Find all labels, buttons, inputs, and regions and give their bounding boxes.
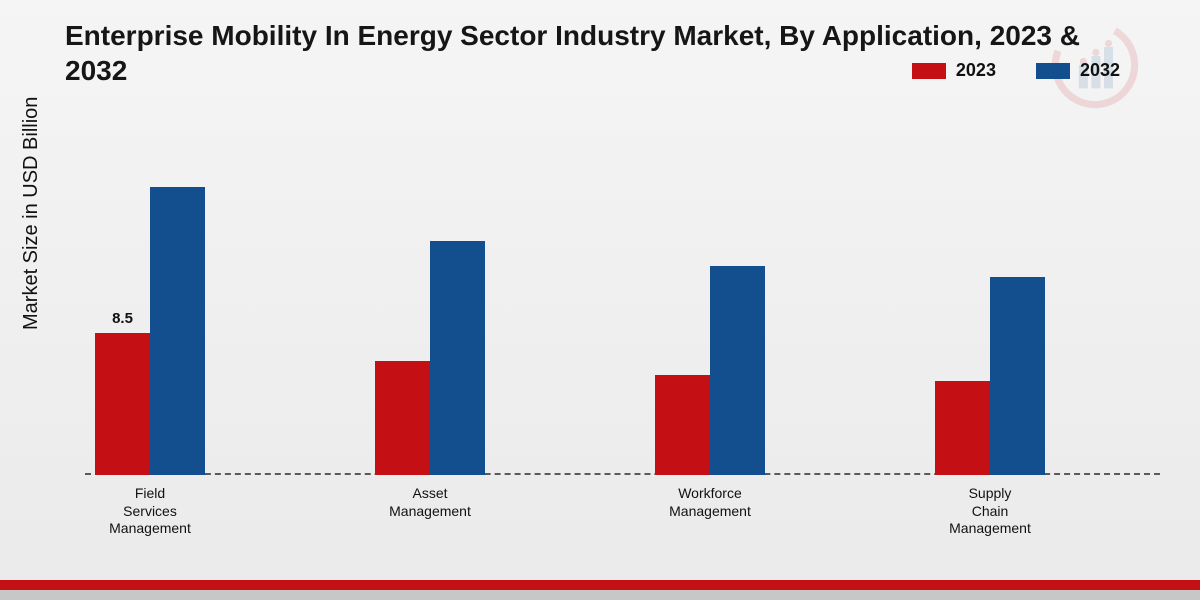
legend-item-2032: 2032 <box>1036 60 1120 81</box>
chart-plot-area: 8.5 <box>85 140 1160 475</box>
bar-2023 <box>95 333 150 475</box>
bar-group <box>655 266 765 475</box>
legend-label-2023: 2023 <box>956 60 996 81</box>
bar-2032 <box>430 241 485 476</box>
bar-2032 <box>150 187 205 475</box>
footer-red-stripe <box>0 580 1200 590</box>
y-axis-label: Market Size in USD Billion <box>20 97 43 330</box>
legend-swatch-2032 <box>1036 63 1070 79</box>
x-axis-category-label: AssetManagement <box>389 485 471 520</box>
bar-group <box>95 187 205 475</box>
x-axis-category-label: WorkforceManagement <box>669 485 751 520</box>
x-axis-category-label: SupplyChainManagement <box>949 485 1031 538</box>
bar-group <box>935 277 1045 475</box>
bar-2032 <box>990 277 1045 475</box>
bar-2023 <box>655 375 710 476</box>
bar-group <box>375 241 485 476</box>
bar-2023 <box>935 381 990 475</box>
legend-item-2023: 2023 <box>912 60 996 81</box>
footer-grey-stripe <box>0 590 1200 600</box>
bar-2032 <box>710 266 765 475</box>
footer-bar <box>0 580 1200 600</box>
legend-swatch-2023 <box>912 63 946 79</box>
x-axis-category-label: FieldServicesManagement <box>109 485 191 538</box>
legend-label-2032: 2032 <box>1080 60 1120 81</box>
bar-2023 <box>375 361 430 475</box>
bar-value-label: 8.5 <box>112 310 133 327</box>
legend: 2023 2032 <box>912 60 1120 81</box>
